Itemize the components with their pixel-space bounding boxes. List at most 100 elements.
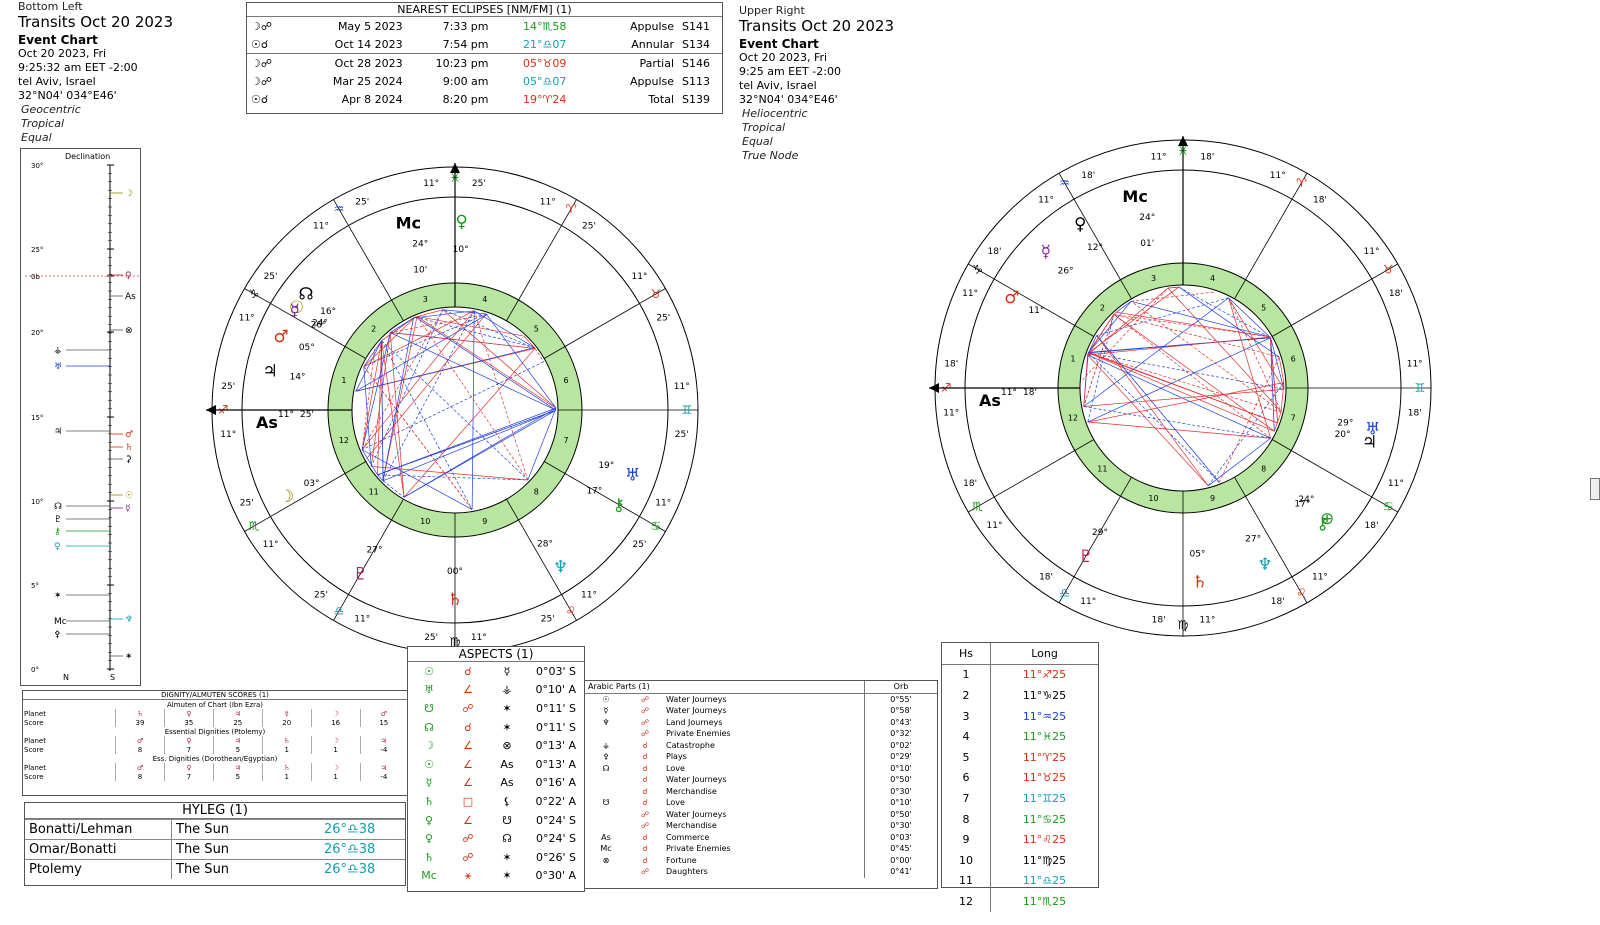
- house-number: 7: [564, 436, 569, 445]
- aspect-orb: 0°11' S: [536, 701, 576, 715]
- house-longitude: 11°♊25: [990, 788, 1098, 809]
- planet-glyph[interactable]: ♇: [1078, 547, 1093, 567]
- midheaven-label: Mc: [396, 214, 421, 233]
- planet-glyph[interactable]: ♆: [553, 558, 568, 578]
- dignity-score: 7: [163, 772, 214, 781]
- planet-glyph[interactable]: ♂: [273, 327, 288, 347]
- declination-planet-icon: ♂: [125, 430, 133, 440]
- arabic-part-name: Catastrophe: [666, 740, 715, 750]
- planet-glyph[interactable]: ♅: [625, 466, 640, 486]
- dignity-planet: ♀: [163, 763, 214, 772]
- planet-glyph[interactable]: ♄: [447, 590, 462, 610]
- declination-planet-icon: ⊗: [125, 326, 133, 336]
- house-longitude: 11°♓25: [990, 726, 1098, 747]
- house-cusp-line: [968, 263, 1094, 337]
- eclipse-type: Appulse: [629, 74, 675, 88]
- aspect-glyph: □: [462, 794, 474, 808]
- planet-glyph[interactable]: ♆: [1257, 555, 1272, 575]
- planet-glyph[interactable]: ♀: [455, 212, 467, 232]
- aspect-line: [1131, 300, 1271, 338]
- arabic-part-point: [585, 820, 627, 832]
- aspect-line: [370, 309, 444, 467]
- scroll-tab[interactable]: [1590, 478, 1600, 500]
- house-number: 12: [339, 436, 349, 445]
- aspect-planet-a: ♀: [424, 813, 434, 827]
- house-row: 7 11°♊25: [942, 788, 1098, 809]
- arabic-part-row: Mc ☌ Private Enemies 0°45': [585, 843, 937, 855]
- dignity-planet: ♃: [212, 709, 263, 718]
- planet-glyph[interactable]: ☉: [289, 298, 304, 318]
- house-number: 10: [420, 517, 430, 526]
- dignity-score: 25: [212, 718, 263, 727]
- planet-glyph[interactable]: ⚷: [1316, 514, 1328, 534]
- arabic-part-aspect: ☍: [640, 706, 650, 716]
- cusp-minute-label: 18': [1313, 195, 1327, 205]
- left-chart-wheel[interactable]: 123 456789101112♐11°25'♑11°25'♒11°25'♓11°…: [205, 158, 705, 658]
- arabic-part-point: As: [601, 832, 611, 842]
- house-number: 7: [1291, 414, 1296, 423]
- planet-glyph[interactable]: ♀: [1074, 214, 1086, 234]
- cusp-degree-label: 11°: [987, 521, 1003, 531]
- aspect-line: [1082, 287, 1169, 381]
- planet-glyph[interactable]: ♅: [1365, 419, 1380, 439]
- cusp-degree-label: 11°: [1080, 597, 1096, 607]
- dignity-score: 35: [163, 718, 214, 727]
- aspect-line: [377, 474, 528, 481]
- arabic-part-orb: 0°02': [864, 739, 937, 751]
- right-place: tel Aviv, Israel: [739, 79, 817, 92]
- aspect-planet-b: ⚶: [502, 683, 512, 697]
- planet-glyph[interactable]: ♃: [1362, 432, 1377, 452]
- planet-glyph[interactable]: ☿: [290, 301, 300, 321]
- planet-glyph[interactable]: ♂: [1004, 288, 1019, 308]
- planet-degree: 03°: [304, 479, 320, 489]
- midheaven-degree: 24°: [1139, 213, 1155, 223]
- dignity-score: -4: [359, 772, 407, 781]
- aspect-line: [1087, 421, 1271, 439]
- planet-glyph[interactable]: ☿: [1041, 242, 1051, 262]
- house-cusp-line: [333, 499, 404, 621]
- arabic-part-orb: 0°30': [864, 785, 937, 797]
- declination-planet-icon: ⚶: [54, 346, 62, 356]
- house-number: 10: [959, 853, 973, 867]
- planet-glyph[interactable]: ♄: [1192, 572, 1207, 592]
- left-option: Equal: [21, 131, 52, 144]
- planet-glyph[interactable]: ♃: [263, 362, 278, 382]
- planet-degree: 29°: [1337, 419, 1353, 429]
- eclipse-saros: S139: [682, 92, 710, 106]
- hyleg-position: 26°♎38: [320, 859, 405, 879]
- arabic-part-row: ☊ ☌ Love 0°10': [585, 762, 937, 774]
- aspect-glyph: ⚹: [464, 868, 472, 882]
- aspect-line: [363, 366, 372, 467]
- planet-degree: 29°: [1092, 528, 1108, 538]
- planet-glyph[interactable]: ⚷: [612, 496, 624, 516]
- aspect-line: [1228, 297, 1285, 390]
- aspect-planet-b: ✶: [502, 720, 512, 734]
- arabic-part-name: Love: [666, 798, 685, 808]
- left-date: Oct 20 2023, Fri: [18, 47, 107, 60]
- house-number: 11: [959, 874, 973, 888]
- arabic-part-name: Private Enemies: [666, 844, 731, 854]
- aspect-planet-b: ✶: [502, 850, 512, 864]
- planet-glyph[interactable]: ☽: [279, 487, 294, 507]
- aspect-line: [403, 348, 536, 498]
- arabic-part-aspect: ☌: [642, 786, 648, 796]
- planet-glyph[interactable]: ♇: [353, 565, 368, 585]
- house-cusp-line: [544, 288, 666, 359]
- house-number: 4: [482, 295, 487, 304]
- arabic-part-orb: 0°43': [864, 716, 937, 728]
- eclipse-saros: S146: [678, 53, 722, 72]
- dignity-planet-row: Planet ♂ ♀ ♃ ♄ ☽ ♃: [23, 736, 407, 745]
- planet-glyph[interactable]: ☊: [299, 285, 314, 305]
- arabic-part-aspect: ☍: [640, 694, 650, 704]
- planet-degree: 17°: [586, 487, 602, 497]
- midheaven-arrow-icon: [450, 163, 460, 173]
- aspect-glyph: ☍: [462, 701, 474, 715]
- right-chart-wheel[interactable]: 123 456789101112♐11°18'♑11°18'♒11°18'♓11°…: [928, 133, 1438, 643]
- house-number: 4: [962, 730, 970, 744]
- hyleg-table: Bonatti/Lehman The Sun 26°♎38 Omar/Bonatti T…: [25, 819, 405, 879]
- planet-glyph[interactable]: ⊕: [1320, 509, 1334, 529]
- house-number: 8: [1261, 465, 1266, 474]
- house-cusp-line: [333, 199, 404, 321]
- arabic-part-name: Fortune: [666, 855, 697, 865]
- declination-tick-label: 25°: [31, 246, 43, 254]
